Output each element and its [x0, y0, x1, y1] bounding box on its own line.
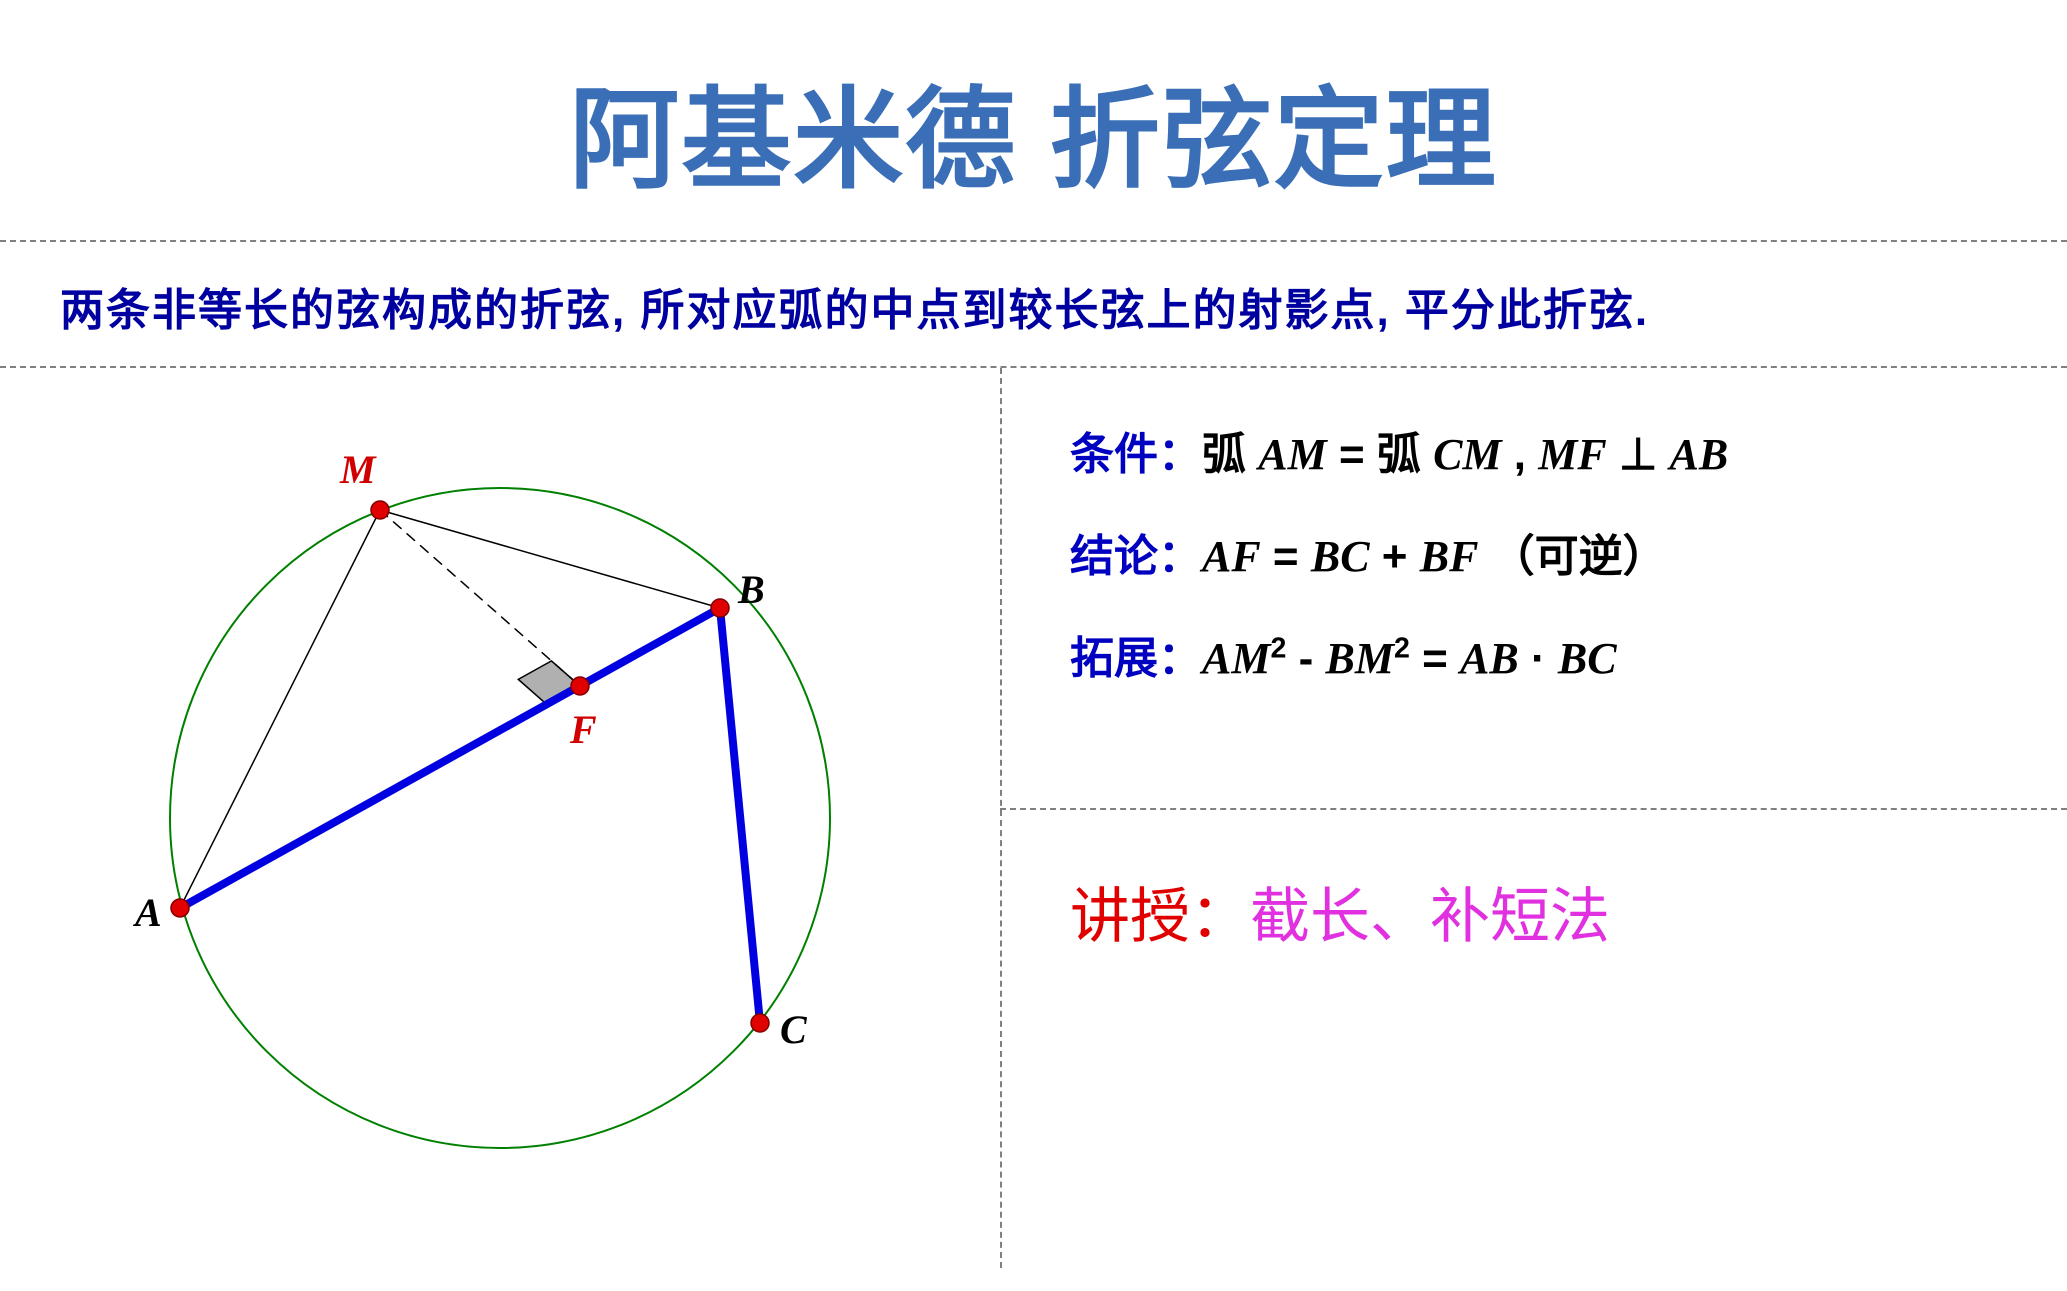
extension-body: AM2 - BM2 = AB · BC	[1202, 634, 1617, 683]
text-panel: 条件：弧 AM = 弧 CM , MF ⊥ AB 结论：AF = BC + BF…	[1000, 368, 2067, 1268]
lower-region: A B C M F 条件：弧 AM = 弧 CM , MF ⊥ AB 结论：AF = B…	[0, 368, 2067, 1268]
lecture-content: 截长、补短法	[1250, 883, 1610, 950]
geometry-diagram: A B C M F	[80, 378, 920, 1198]
svg-text:F: F	[569, 707, 597, 752]
condition-label: 条件：	[1070, 430, 1202, 479]
condition-body: 弧 AM = 弧 CM , MF ⊥ AB	[1202, 430, 1728, 479]
svg-text:M: M	[339, 447, 377, 492]
divider-right-mid	[1000, 808, 2067, 810]
condition-line: 条件：弧 AM = 弧 CM , MF ⊥ AB	[1070, 418, 2027, 482]
svg-text:B: B	[737, 567, 765, 612]
conclusion-label: 结论：	[1070, 532, 1202, 581]
svg-text:C: C	[780, 1007, 808, 1052]
diagram-panel: A B C M F	[0, 368, 1000, 1268]
lecture-line: 讲授：截长、补短法	[1070, 868, 1610, 955]
lecture-label: 讲授：	[1070, 883, 1250, 950]
svg-text:A: A	[132, 890, 162, 935]
conditions-block: 条件：弧 AM = 弧 CM , MF ⊥ AB 结论：AF = BC + BF…	[1000, 368, 2067, 686]
extension-label: 拓展：	[1070, 634, 1202, 683]
extension-line: 拓展：AM2 - BM2 = AB · BC	[1070, 622, 2027, 686]
page-title: 阿基米德 折弦定理	[0, 0, 2067, 240]
conclusion-body: AF = BC + BF （可逆）	[1202, 532, 1667, 581]
theorem-statement: 两条非等长的弦构成的折弦, 所对应弧的中点到较长弦上的射影点, 平分此折弦.	[0, 242, 2067, 366]
conclusion-line: 结论：AF = BC + BF （可逆）	[1070, 520, 2027, 584]
